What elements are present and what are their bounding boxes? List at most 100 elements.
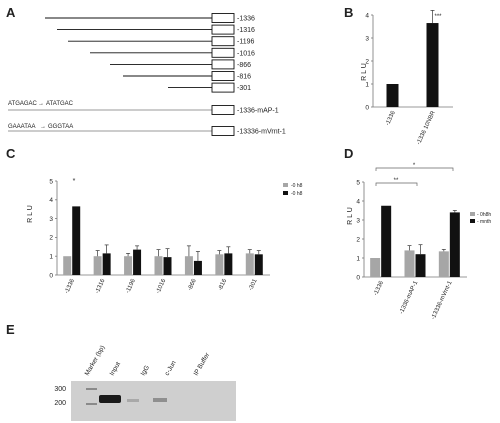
- bar: [370, 258, 381, 277]
- x-tick-label: -301: [248, 278, 259, 292]
- bar: [163, 257, 172, 275]
- y-tick-label: 1: [356, 255, 360, 262]
- x-tick-label: -866: [187, 278, 198, 292]
- luciferase-box: [211, 36, 235, 47]
- x-tick-label: -1336-mAP-1: [399, 280, 420, 315]
- y-tick-label: 3: [365, 35, 369, 42]
- panel-b-chart: 0 1 2 3 4 -1336 -1336 10NBR: [365, 10, 453, 146]
- construct-label: -866: [237, 62, 251, 69]
- y-tick-label: 5: [356, 179, 360, 186]
- panel-c-chart: 0 1 2 3 4 5 -1336 -1316 -1196 -1016 -866 -816 -301: [49, 178, 270, 295]
- bar: [245, 253, 254, 275]
- bar: [381, 205, 392, 277]
- lane-label-marker: Marker (bp): [84, 344, 107, 377]
- construct-label: -1196: [237, 39, 254, 46]
- bracket-1336-vs-mvrnt: [375, 167, 454, 171]
- bar: [438, 251, 449, 277]
- x-tick-label: -1016: [155, 278, 167, 295]
- x-tick-label: -1316: [95, 278, 107, 295]
- lane-label-input: Input: [109, 361, 122, 377]
- bar: [449, 212, 460, 277]
- x-tick-label: -816: [218, 278, 229, 292]
- y-tick-label: 3: [356, 217, 360, 224]
- bar: [404, 250, 415, 277]
- bar: [93, 256, 102, 275]
- luciferase-box: [211, 71, 235, 81]
- legend-label-black: - mnth: [477, 219, 491, 225]
- luciferase-box: [211, 13, 235, 23]
- y-tick-label: 5: [49, 178, 53, 185]
- x-tick-label: -13336-mVrnt-1: [431, 280, 454, 321]
- panel-d-letter: D: [344, 146, 353, 161]
- bar: [102, 253, 111, 275]
- marker-300: 300: [54, 386, 66, 393]
- panel-c-ylabel: R L U: [27, 205, 34, 223]
- bar: [224, 253, 233, 275]
- marker-band-300: [86, 388, 97, 390]
- panel-c-significance: *: [73, 178, 76, 185]
- bar: [215, 254, 224, 275]
- construct-label: -816: [237, 74, 251, 81]
- x-tick-label: -1336 10NBR: [416, 110, 437, 146]
- luciferase-box: [211, 105, 235, 115]
- x-tick-label: -1196: [125, 278, 137, 295]
- bar: [254, 254, 263, 275]
- construct-label: -1316: [237, 27, 255, 34]
- y-tick-label: 1: [365, 81, 369, 88]
- x-tick-label: -1336: [385, 110, 397, 127]
- panel-d-brackets: * **: [375, 163, 454, 186]
- y-tick-label: 2: [365, 58, 369, 65]
- legend-swatch-black: [470, 219, 475, 223]
- y-tick-label: 4: [356, 198, 360, 205]
- luciferase-box: [211, 59, 235, 70]
- vrnt-wt-seq: GAAATAA: [8, 124, 35, 130]
- panel-c-letter: C: [6, 146, 16, 161]
- construct-label: -1336: [237, 16, 255, 23]
- legend-label-black: -0 h8: [291, 191, 303, 197]
- cjun-band: [153, 398, 167, 402]
- lane-label-cjun: c-Jun: [164, 359, 178, 377]
- gel-lane-labels: Marker (bp) Input IgG c-Jun IP Buffer: [84, 344, 212, 377]
- bar: [72, 206, 81, 275]
- svg-text:→: →: [38, 101, 44, 107]
- y-tick-label: 0: [49, 272, 53, 279]
- x-tick-label: -1336: [64, 278, 76, 295]
- bar: [184, 256, 193, 275]
- bar: [386, 84, 399, 107]
- y-tick-label: 4: [49, 197, 53, 204]
- panel-d-chart: 0 1 2 3 4 5 -1336 -1336-mAP-1 -13336-mVrnt-1: [356, 179, 467, 321]
- luciferase-box: [211, 126, 235, 136]
- construct-label: -301: [237, 85, 251, 92]
- construct-label: -13336-mVrnt-1: [237, 129, 286, 136]
- y-tick-label: 0: [365, 104, 369, 111]
- bar: [133, 249, 142, 275]
- bar: [193, 260, 202, 275]
- bar: [63, 256, 72, 275]
- construct-label: -1336-mAP-1: [237, 108, 279, 115]
- gel-lanes: [86, 388, 167, 405]
- construct-label: -1016: [237, 50, 255, 57]
- x-tick-label: -1336: [373, 280, 385, 297]
- y-tick-label: 4: [365, 12, 369, 19]
- vrnt-mut-seq: GGGTAA: [48, 124, 73, 130]
- legend-swatch-gray: [283, 183, 288, 187]
- luciferase-box: [211, 82, 235, 93]
- marker-200: 200: [54, 400, 66, 407]
- panel-d-ylabel: R L U: [347, 207, 354, 225]
- y-tick-label: 3: [49, 216, 53, 223]
- input-band: [99, 395, 121, 403]
- igg-band: [127, 399, 139, 402]
- svg-text:→: →: [40, 124, 46, 130]
- y-tick-label: 2: [356, 236, 360, 243]
- panel-a-letter: A: [6, 5, 16, 20]
- luciferase-box: [211, 47, 235, 58]
- bar: [154, 256, 163, 275]
- legend-swatch-black: [283, 191, 288, 195]
- panel-a-mutation-ap1: ATGAGAC → ATATGAC GAAATAA → GGGTAA: [8, 101, 74, 130]
- bar: [415, 254, 426, 277]
- panel-e-letter: E: [6, 322, 15, 337]
- bracket-1336-vs-mvrnt-sig: *: [413, 163, 416, 169]
- y-tick-label: 0: [356, 274, 360, 281]
- panel-b-significance: ***: [434, 14, 442, 20]
